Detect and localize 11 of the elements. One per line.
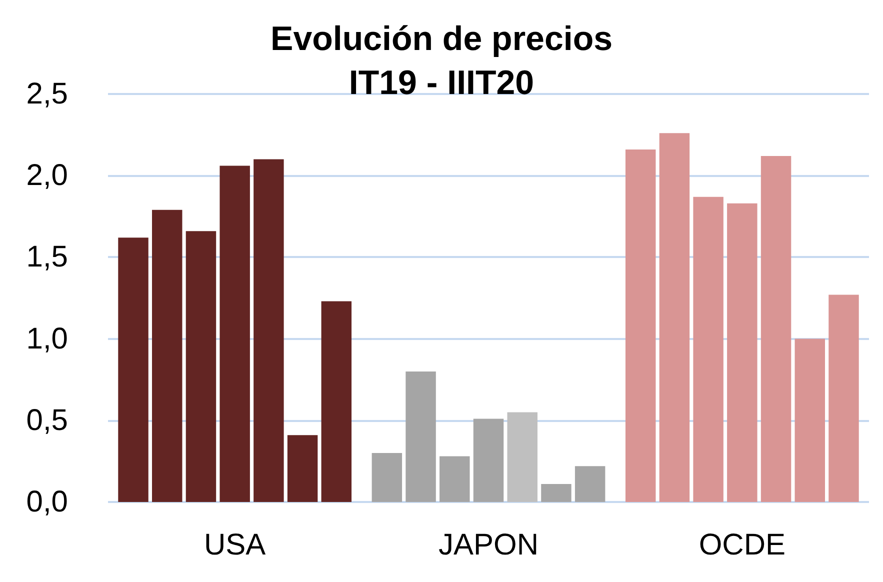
x-tick-label: USA (204, 528, 266, 562)
y-tick-label: 0,5 (26, 404, 68, 437)
x-tick-label: JAPON (438, 528, 539, 562)
chart-title: Evolución de precios IT19 - IIIT20 (270, 20, 612, 102)
y-tick-label: 1,5 (26, 240, 68, 274)
bar (507, 412, 538, 502)
x-tick-label: OCDE (698, 528, 786, 562)
y-tick-label: 0,0 (26, 486, 68, 518)
y-tick-label: 2,5 (26, 78, 68, 110)
y-tick-label: 1,0 (26, 322, 68, 356)
y-tick-label: 2,0 (26, 159, 68, 192)
